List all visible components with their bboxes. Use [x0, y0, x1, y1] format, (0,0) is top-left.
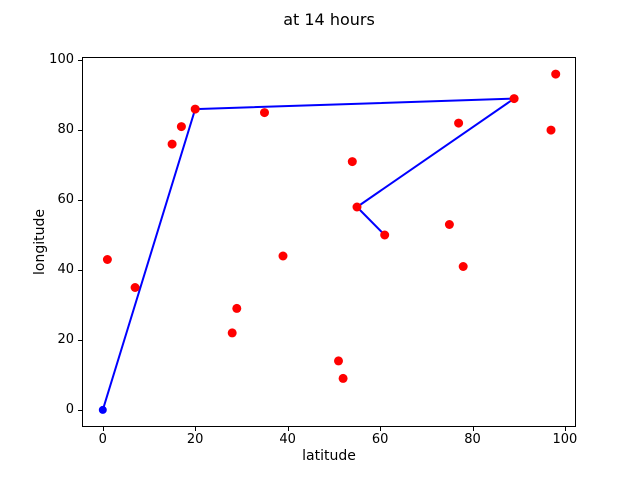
x-tick-mark	[195, 427, 197, 431]
data-point	[551, 69, 561, 79]
x-tick-mark	[380, 427, 382, 431]
x-tick-mark	[102, 427, 104, 431]
route-line	[101, 97, 516, 411]
data-point	[190, 104, 200, 114]
data-point	[176, 122, 186, 132]
x-tick-label: 80	[464, 432, 481, 447]
x-tick-label: 100	[552, 432, 578, 447]
data-point	[352, 202, 362, 212]
data-point	[102, 255, 112, 264]
route-marker	[98, 405, 107, 414]
data-point	[334, 356, 343, 366]
x-tick-label: 0	[98, 432, 107, 447]
y-tick-label: 80	[57, 122, 74, 138]
data-point	[338, 373, 348, 383]
chart-title: at 14 hours	[283, 10, 375, 29]
y-tick-mark	[78, 130, 82, 132]
data-point	[130, 283, 140, 292]
y-tick-label: 60	[57, 192, 74, 207]
data-point	[347, 157, 357, 167]
data-point	[458, 262, 468, 271]
plot-canvas	[82, 57, 576, 427]
axes-frame	[82, 57, 576, 427]
y-tick-mark	[78, 339, 82, 341]
x-tick-mark	[564, 427, 566, 431]
x-tick-label: 40	[279, 432, 296, 447]
x-tick-mark	[472, 427, 474, 431]
y-tick-mark	[78, 409, 82, 411]
data-point	[232, 303, 242, 313]
data-point	[546, 125, 556, 135]
data-point	[454, 118, 464, 128]
plot-area	[82, 57, 576, 427]
y-tick-label: 100	[49, 52, 74, 68]
data-point	[167, 139, 177, 149]
y-tick-label: 40	[57, 262, 74, 277]
x-tick-label: 20	[186, 432, 204, 447]
data-point	[444, 220, 454, 229]
data-point	[380, 230, 390, 240]
x-tick-mark	[287, 427, 289, 431]
data-point	[278, 251, 288, 261]
data-point	[227, 328, 237, 338]
y-tick-mark	[78, 200, 82, 201]
y-tick-label: 20	[57, 331, 74, 347]
y-tick-mark	[78, 60, 82, 62]
data-point	[260, 108, 269, 118]
x-tick-label: 60	[371, 432, 389, 447]
x-axis-label: latitude	[302, 448, 356, 464]
data-point	[509, 94, 519, 104]
y-tick-mark	[78, 270, 82, 271]
y-tick-label: 0	[65, 401, 74, 417]
